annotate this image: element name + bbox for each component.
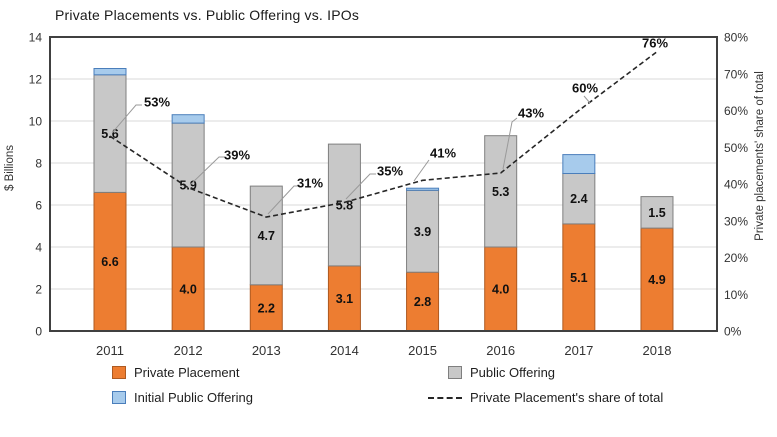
legend-item-share-line: Private Placement's share of total: [428, 390, 663, 405]
bar-segment: [562, 223, 596, 332]
plot-frame: [49, 36, 718, 332]
ipo-swatch-icon: [112, 391, 126, 404]
bar-value-label: 5.8: [336, 199, 353, 213]
right-axis-tick-label: 60%: [724, 104, 748, 118]
share-annotation-label: 76%: [642, 36, 668, 51]
x-axis-year-label: 2012: [174, 343, 203, 358]
bar-value-label: 1.5: [648, 206, 665, 220]
bar-value-label: 5.1: [570, 271, 587, 285]
bar-value-label: 4.9: [648, 273, 665, 287]
left-axis-tick-label: 8: [35, 157, 42, 171]
share-annotation-label: 31%: [297, 176, 323, 191]
share-annotation-label: 35%: [377, 164, 403, 179]
public-offering-swatch-icon: [448, 366, 462, 379]
right-axis-tick-label: 70%: [724, 67, 748, 81]
right-axis-tick-label: 20%: [724, 251, 748, 265]
legend-label: Private Placement's share of total: [470, 390, 664, 405]
share-annotation-label: 41%: [430, 146, 456, 161]
chart-title: Private Placements vs. Public Offering v…: [55, 7, 360, 23]
bar-segment: [171, 114, 205, 124]
x-axis-year-label: 2016: [486, 343, 515, 358]
bar-value-label: 5.6: [101, 127, 118, 141]
dashed-line-swatch-icon: [428, 396, 462, 399]
left-axis-tick-label: 10: [29, 115, 43, 129]
legend-item-private-placement: Private Placement: [112, 365, 240, 380]
left-axis-tick-label: 4: [35, 241, 42, 255]
bar-segment: [93, 74, 127, 193]
bar-segment: [406, 189, 440, 273]
bar-value-label: 3.9: [414, 225, 431, 239]
legend-item-initial-public-offering: Initial Public Offering: [112, 390, 253, 405]
bar-segment: [327, 143, 361, 267]
private-placement-swatch-icon: [112, 366, 126, 379]
x-axis-year-label: 2017: [564, 343, 593, 358]
bar-value-label: 2.2: [258, 301, 275, 315]
x-axis-year-label: 2011: [96, 343, 124, 358]
legend-label: Initial Public Offering: [134, 390, 253, 405]
bar-segment: [93, 191, 127, 332]
bar-value-label: 4.0: [179, 283, 196, 297]
share-of-total-line: [109, 51, 658, 218]
share-annotation-label: 43%: [518, 106, 544, 121]
bar-value-label: 3.1: [336, 292, 353, 306]
annotation-leader-line: [502, 117, 518, 170]
bar-segment: [484, 135, 518, 248]
left-axis-tick-label: 2: [35, 283, 42, 297]
legend-item-public-offering: Public Offering: [448, 365, 555, 380]
left-axis-tick-label: 0: [35, 325, 42, 339]
left-axis-tick-label: 14: [29, 31, 43, 45]
right-axis-tick-label: 10%: [724, 288, 748, 302]
share-annotation-label: 60%: [572, 81, 598, 96]
right-axis-title: Private placements' share of total: [754, 71, 766, 241]
bar-value-label: 6.6: [101, 255, 118, 269]
annotation-leader-line: [345, 173, 376, 200]
right-axis-tick-label: 30%: [724, 214, 748, 228]
right-axis-tick-label: 0%: [724, 325, 742, 339]
left-axis-tick-label: 6: [35, 199, 42, 213]
right-axis-tick-label: 80%: [724, 31, 748, 45]
share-annotation-label: 53%: [144, 95, 170, 110]
annotation-leader-line: [189, 156, 225, 186]
bar-value-label: 2.8: [414, 295, 431, 309]
right-axis-tick-label: 50%: [724, 141, 748, 155]
x-axis-year-label: 2013: [252, 343, 281, 358]
legend-label: Private Placement: [134, 365, 240, 380]
x-axis-year-label: 2014: [330, 343, 359, 358]
bar-segment: [249, 185, 283, 286]
right-axis-tick-label: 40%: [724, 178, 748, 192]
bar-value-label: 4.7: [258, 229, 275, 243]
legend-label: Public Offering: [470, 365, 556, 380]
annotation-leader-line: [583, 95, 591, 104]
annotation-leader-line: [267, 185, 300, 215]
x-axis-year-label: 2015: [408, 343, 437, 358]
bar-segment: [640, 196, 674, 229]
x-axis-year-label: 2018: [643, 343, 672, 358]
bar-segment: [406, 187, 440, 191]
bar-value-label: 2.4: [570, 192, 587, 206]
bar-segment: [249, 284, 283, 332]
share-annotation-label: 39%: [224, 148, 250, 163]
left-axis-title: $ Billions: [4, 145, 16, 191]
bar-segment: [640, 227, 674, 332]
annotation-leader-line: [111, 104, 142, 134]
left-axis-tick-label: 12: [29, 73, 43, 87]
annotation-leader-line: [413, 159, 430, 182]
bar-segment: [562, 173, 596, 225]
bar-value-label: 4.0: [492, 283, 509, 297]
bar-segment: [93, 68, 127, 76]
bar-value-label: 5.3: [492, 185, 509, 199]
bar-segment: [562, 154, 596, 175]
